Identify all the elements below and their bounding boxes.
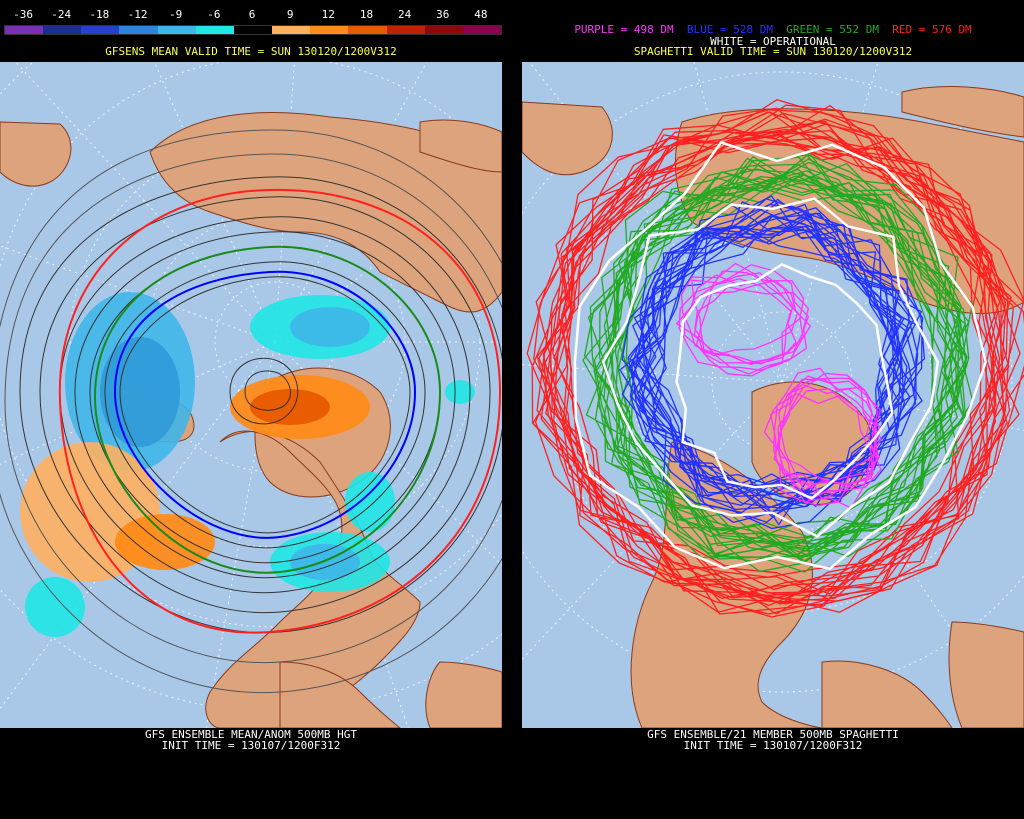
member-contour [615,163,962,545]
operational-contour [675,262,894,500]
spaghetti-map [522,62,1024,728]
colorbar-swatch [195,26,234,34]
operational-contour [601,197,940,539]
spaghetti-panel: PURPLE = 498 DM BLUE = 528 DM GREEN = 55… [522,0,1024,819]
scale-label: -36 [13,8,33,21]
member-contour [534,123,1007,615]
member-contour [628,215,917,530]
member-contour [676,274,797,365]
member-contour [638,212,923,502]
member-contour [583,157,941,557]
member-contour [597,170,954,552]
member-contour [563,129,1001,602]
ensemble-mean-panel: -36 -24 -18 -12 -9 -6 6 9 12 18 24 36 48 GFSENS MEAN… [0,0,502,819]
member-contour [593,182,966,558]
anomaly-scale-labels: -36 -24 -18 -12 -9 -6 6 9 12 18 24 36 48 [0,9,502,21]
scale-label: 9 [286,8,294,21]
legend-entry: BLUE = 528 DM [673,23,773,36]
scale-label: -12 [127,8,148,21]
contour-528-blue [113,270,417,539]
member-contour [630,226,902,511]
colorbar-swatch [81,26,120,34]
member-contour [615,154,973,545]
colorbar-swatch [233,26,273,34]
legend-entry: PURPLE = 498 DM [574,23,674,36]
legend-entry: RED = 576 DM [878,23,972,36]
operational-label: WHITE = OPERATIONAL [710,35,836,48]
scale-label: -18 [89,8,110,21]
right-footer-line1: GFS ENSEMBLE/21 MEMBER 500MB SPAGHETTI [647,728,899,741]
scale-label: 6 [248,8,256,21]
member-contour [536,131,1011,603]
scale-label: 24 [397,8,412,21]
panel-divider [502,0,522,819]
scale-label: -9 [169,8,183,21]
member-contour [535,111,994,578]
member-contour [653,225,908,514]
contour-552-green [93,245,442,574]
colorbar-swatch [424,26,463,34]
member-contour [585,175,948,562]
left-footer-line1: GFS ENSEMBLE MEAN/ANOM 500MB HGT [145,728,357,741]
contour-legend: PURPLE = 498 DM BLUE = 528 DM GREEN = 55… [522,23,1024,36]
colorbar-swatch [272,26,311,34]
scale-label: 18 [359,8,374,21]
scale-label: 36 [436,8,450,21]
member-contour [538,120,996,615]
colorbar-swatch [462,26,502,34]
operational-contour [573,140,988,571]
scale-label: -6 [207,8,221,21]
member-contour [558,131,997,615]
member-contour [776,384,882,504]
member-contour [678,278,792,371]
right-valid-time-title: SPAGHETTI VALID TIME = SUN 130120/1200V3… [633,45,913,58]
member-contour [694,286,809,375]
member-contour [542,118,1009,591]
ensemble-mean-map [0,62,502,728]
member-contour [540,137,1015,600]
left-valid-time-title: GFSENS MEAN VALID TIME = SUN 130120/1200… [105,45,397,58]
member-contour [763,367,877,494]
scale-label: -24 [51,8,72,21]
colorbar-swatch [310,26,349,34]
colorbar-swatch [386,26,425,34]
scale-label: 12 [321,8,335,21]
member-contour [770,378,882,501]
anomaly-colorbar [4,25,502,35]
member-contour [533,134,997,594]
colorbar-swatch [5,26,44,34]
member-contour [619,225,904,523]
member-contour [632,212,900,503]
colorbar-swatch [348,26,387,34]
member-contour [773,393,874,507]
member-contour [777,388,881,509]
member-contour [532,131,1003,618]
right-footer-line2: INIT TIME = 130107/1200F312 [683,739,863,752]
member-contour [599,168,970,544]
member-contour [553,104,1024,605]
colorbar-swatch [157,26,196,34]
member-contour [593,156,936,539]
member-contour [561,137,1024,613]
spaghetti-contours [526,99,1024,618]
colorbar-swatch [43,26,82,34]
member-contour [773,377,880,485]
member-contour [617,176,970,564]
scale-label: 48 [474,8,488,21]
member-contour [693,264,809,366]
left-footer-line2: INIT TIME = 130107/1200F312 [161,739,341,752]
colorbar-swatch [119,26,158,34]
legend-entry: GREEN = 552 DM [773,23,879,36]
contour-576-red [58,188,502,634]
